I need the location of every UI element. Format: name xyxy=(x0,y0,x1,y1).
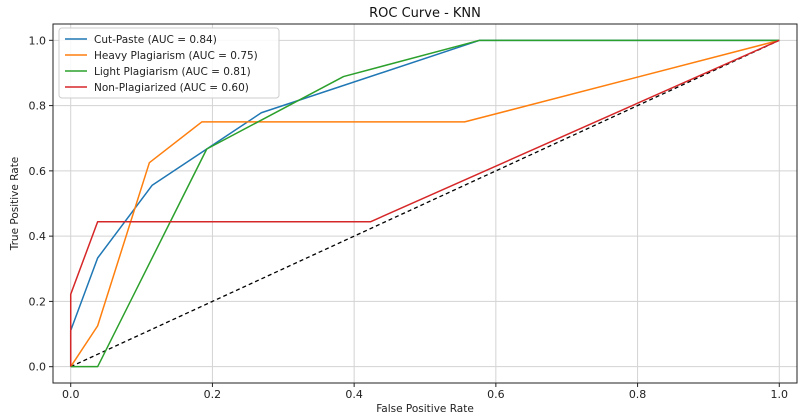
x-tick-label: 0.8 xyxy=(629,388,647,401)
x-tick-label: 0.4 xyxy=(345,388,363,401)
y-tick-label: 0.4 xyxy=(29,230,47,243)
x-axis-ticks: 0.0 0.2 0.4 0.6 0.8 1.0 xyxy=(62,383,788,401)
series-line-2 xyxy=(70,39,780,368)
y-tick-label: 1.0 xyxy=(29,34,47,47)
x-axis-label: False Positive Rate xyxy=(376,403,474,414)
legend-entry: Light Plagiarism (AUC = 0.81) xyxy=(94,66,251,78)
series-line-3 xyxy=(69,39,780,367)
y-axis-ticks: 0.0 0.2 0.4 0.6 0.8 1.0 xyxy=(29,34,53,374)
y-tick-label: 0.2 xyxy=(29,295,47,308)
plot-frame xyxy=(52,23,798,384)
chart-title: ROC Curve - KNN xyxy=(369,6,481,21)
series-line-1 xyxy=(70,39,780,368)
legend-entry: Non-Plagiarized (AUC = 0.60) xyxy=(94,82,249,94)
legend: Cut-Paste (AUC = 0.84) Heavy Plagiarism (… xyxy=(58,27,280,99)
x-tick-label: 0.2 xyxy=(204,388,222,401)
x-tick-label: 0.0 xyxy=(62,388,80,401)
x-tick-label: 1.0 xyxy=(771,388,789,401)
y-tick-label: 0.6 xyxy=(29,165,47,178)
x-tick-label: 0.6 xyxy=(487,388,505,401)
legend-entry: Cut-Paste (AUC = 0.84) xyxy=(94,34,217,46)
y-tick-label: 0.8 xyxy=(29,100,47,113)
y-tick-label: 0.0 xyxy=(29,361,47,374)
legend-box xyxy=(58,27,280,99)
series-lines xyxy=(69,39,780,368)
y-axis-label: True Positive Rate xyxy=(9,157,21,252)
legend-entry: Heavy Plagiarism (AUC = 0.75) xyxy=(94,50,258,62)
